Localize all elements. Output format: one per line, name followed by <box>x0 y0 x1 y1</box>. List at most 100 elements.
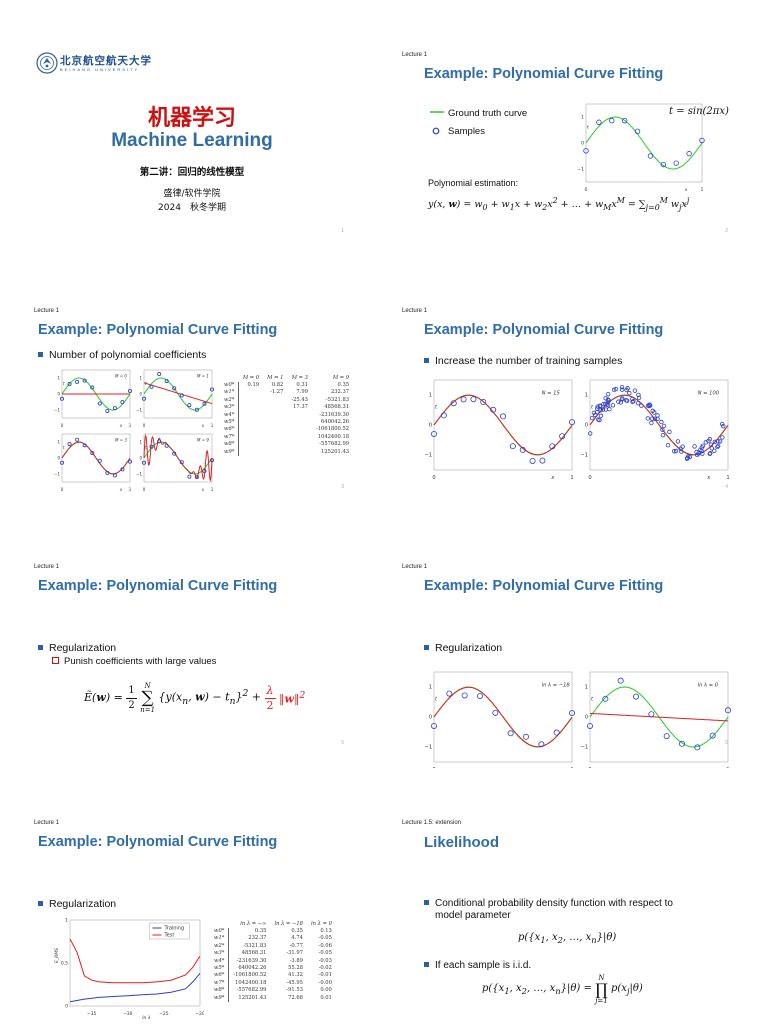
sample-point <box>97 401 102 406</box>
table-cell: 0.00 <box>320 987 332 994</box>
sample-point <box>639 403 644 408</box>
sample-point <box>587 722 593 729</box>
plot-m3: 1 0 −1 0 1 x t M = 3 <box>54 433 133 492</box>
sample-point <box>112 473 117 478</box>
sample-point <box>440 412 447 419</box>
table-row: w2* -25.43 -5321.83 <box>220 396 353 405</box>
table-cell: 0.13 <box>320 928 332 934</box>
sample-point <box>703 440 709 445</box>
bullet-square-icon <box>424 962 429 967</box>
sample-point <box>609 117 615 124</box>
table-header: ln λ = −∞ <box>240 921 267 927</box>
bullet-continuation: model parameter <box>435 910 511 921</box>
table-cell: -3.89 <box>289 957 303 964</box>
sample-point <box>589 415 595 421</box>
lecture-label: Lecture 1 <box>402 52 428 58</box>
y-tick-label: 0 <box>429 423 432 429</box>
sample-point <box>645 403 651 408</box>
row-label: w4* <box>210 957 230 966</box>
table-cell: 7.99 <box>296 389 308 396</box>
table-row: w9* 125201.43 <box>220 448 353 457</box>
row-label: w8* <box>210 987 230 995</box>
x-axis-label: x <box>706 475 711 480</box>
fitted-curve <box>61 441 131 475</box>
title-chinese: 机器学习 <box>147 106 236 131</box>
table-cell <box>287 412 312 419</box>
sample-point <box>715 443 721 449</box>
series-line-test <box>69 938 201 984</box>
row-label: w2* <box>210 942 230 951</box>
table-header: ln λ = 0 <box>310 921 332 927</box>
x-tick-label: −20 <box>195 1011 204 1017</box>
sample-point <box>187 474 192 479</box>
table-cell: 1042400.18 <box>235 979 267 986</box>
sample-point <box>724 707 731 714</box>
bullet-regularization: Regularization <box>38 642 116 654</box>
slide-title: Likelihood <box>424 834 499 851</box>
sample-point <box>597 417 602 423</box>
bullet-square-icon <box>424 358 429 363</box>
sample-point <box>635 400 641 406</box>
table-cell: 0.19 <box>247 382 260 388</box>
y-axis-label: t <box>63 445 65 450</box>
lecture-label: Lecture 1 <box>34 308 60 314</box>
sample-point <box>460 396 467 403</box>
x-tick-label: 0 <box>588 767 591 768</box>
bullet-square-icon <box>38 645 43 650</box>
sample-point <box>431 430 437 437</box>
sample-point <box>686 150 692 157</box>
row-label: w2* <box>220 396 240 405</box>
sample-point <box>529 457 536 464</box>
sample-point <box>120 467 125 472</box>
x-tick-label: 0 <box>432 767 435 768</box>
sample-point <box>75 379 80 384</box>
sample-point <box>636 395 642 401</box>
y-tick-label: 1 <box>139 439 142 444</box>
table-cell: 0.31 <box>296 382 308 388</box>
sample-point <box>149 384 154 389</box>
sample-point <box>611 387 617 393</box>
legend-entry: Training <box>163 926 184 932</box>
sub-bullet-punish: Punish coefficients with large values <box>52 656 216 667</box>
sample-point <box>82 378 87 383</box>
x-axis-label: x <box>550 475 555 480</box>
sample-point <box>678 446 683 451</box>
table-cell: -1061800.52 <box>315 426 350 433</box>
y-axis-label: t <box>435 697 438 703</box>
x-axis-label: x <box>119 487 123 492</box>
table-cell: 0.35 <box>291 928 303 934</box>
y-tick-label: 1 <box>585 685 588 691</box>
bullet-square-icon <box>38 901 43 906</box>
page-number: 3 <box>341 484 344 490</box>
y-axis-label: t <box>145 445 147 450</box>
table-row: w2* -5321.83 -0.77 -0.06 <box>210 942 336 951</box>
sample-point <box>164 443 169 448</box>
table-cell: -0.05 <box>318 950 332 957</box>
row-label: w0* <box>210 928 230 936</box>
sample-point <box>509 443 516 450</box>
sample-point <box>480 399 487 406</box>
bullet-text: Conditional probability density function… <box>435 898 673 909</box>
sample-point <box>605 402 611 408</box>
sample-point <box>202 469 207 474</box>
sample-point <box>625 386 630 391</box>
table-cell: 48568.31 <box>241 950 267 957</box>
bullet-square-icon <box>38 352 43 357</box>
row-label: w7* <box>220 433 240 442</box>
page-number: 6 <box>725 740 728 746</box>
row-label: w3* <box>210 950 230 958</box>
row-label: w0* <box>220 382 240 390</box>
legend-samples: Samples <box>448 126 485 137</box>
table-cell: -0.77 <box>289 942 303 949</box>
table-cell <box>287 426 312 433</box>
table-row: w7* 1042400.18 <box>220 433 353 442</box>
sample-point <box>164 378 169 383</box>
table-cell: -1061800.52 <box>233 972 267 979</box>
panel-label: M = 0 <box>115 374 127 379</box>
panel-label: ln λ = −18 <box>542 682 571 688</box>
plot-n100: 1 0 −1 0 1 x t N = 100 <box>580 379 730 480</box>
panel-label: M = 1 <box>197 374 209 379</box>
sample-point <box>187 403 192 408</box>
row-label: w6* <box>220 426 240 434</box>
